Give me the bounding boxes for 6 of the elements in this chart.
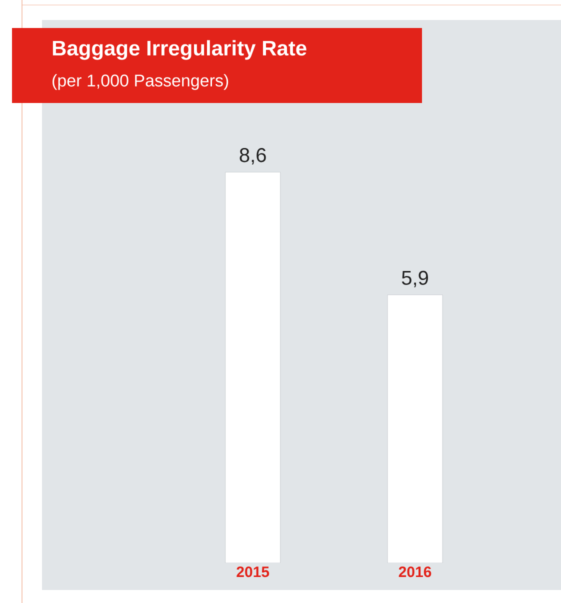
x-tick-label: 2016 [398,566,432,578]
chart-subtitle: (per 1,000 Passengers) [52,74,228,90]
x-tick-label: 2015 [236,566,270,578]
data-label: 8,6 [240,148,266,165]
data-label: 5,9 [402,270,428,288]
chart-title: Baggage Irregularity Rate [52,40,306,60]
